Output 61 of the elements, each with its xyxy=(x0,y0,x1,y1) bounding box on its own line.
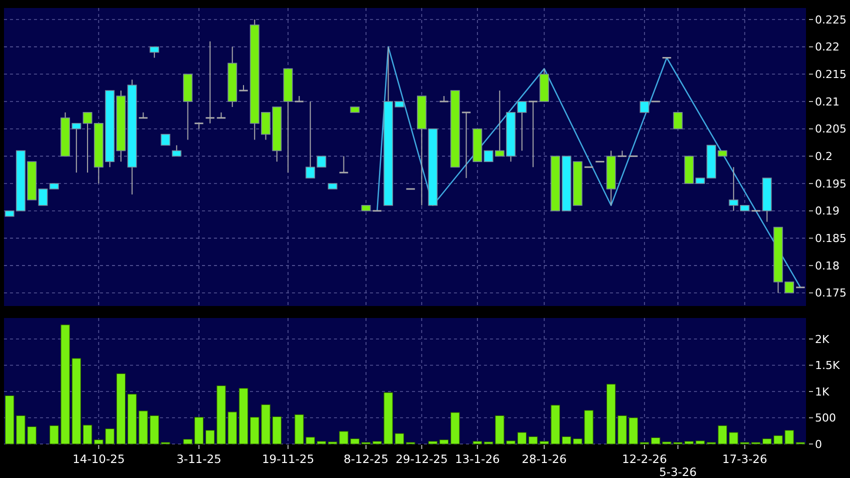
candlestick xyxy=(150,46,160,58)
y-tick-label: 1K xyxy=(815,385,830,398)
candlestick xyxy=(462,112,471,179)
bar xyxy=(472,441,482,444)
bar xyxy=(718,425,728,444)
bar xyxy=(194,416,204,444)
x-tick-label: 17-3-26 xyxy=(722,452,768,466)
y-tick-label: 0.18 xyxy=(815,259,840,272)
candlestick xyxy=(440,96,448,102)
bar xyxy=(238,388,248,444)
bar xyxy=(394,433,404,444)
bar xyxy=(450,412,460,444)
bar xyxy=(205,430,215,444)
y-tick-label: 2K xyxy=(815,332,830,346)
candlestick xyxy=(618,150,627,157)
x-tick-label: 3-11-25 xyxy=(176,452,222,466)
line-series xyxy=(376,46,802,288)
bar xyxy=(606,384,616,444)
bar xyxy=(183,438,192,444)
candlestick xyxy=(528,100,538,168)
bar xyxy=(4,395,14,444)
y-tick-label: 0.215 xyxy=(815,68,846,82)
y-tick-label: 0.185 xyxy=(815,232,846,246)
x-tick-label: 5-3-26 xyxy=(659,465,697,478)
bar xyxy=(684,441,694,444)
candlestick xyxy=(239,84,248,92)
candlestick xyxy=(172,144,182,157)
x-tick-label: 29-12-25 xyxy=(396,452,448,466)
y-tick-label: 0.195 xyxy=(815,177,846,190)
x-tick-label: 28-1-26 xyxy=(522,452,567,466)
candlestick xyxy=(194,122,204,130)
y-tick-label: 500 xyxy=(815,412,836,425)
y-tick-label: 0.175 xyxy=(815,286,846,300)
x-tick-label: 8-12-25 xyxy=(344,452,388,466)
x-tick-label: 13-1-26 xyxy=(454,452,500,466)
x-tick-label: 14-10-25 xyxy=(72,452,125,466)
x-tick-label: 12-2-26 xyxy=(622,452,667,466)
y-tick-label: 0.19 xyxy=(815,204,840,218)
y-tick-label: 0 xyxy=(815,438,822,451)
y-tick-label: 1.5K xyxy=(815,359,840,372)
bar xyxy=(517,432,527,444)
y-tick-label: 0.205 xyxy=(815,122,846,136)
candlestick xyxy=(294,96,304,102)
bar xyxy=(116,373,126,444)
y-tick-label: 0.2 xyxy=(815,150,832,164)
y-tick-label: 0.21 xyxy=(815,95,840,108)
bar xyxy=(562,436,572,444)
x-tick-label: 19-11-25 xyxy=(262,452,314,466)
candlestick xyxy=(160,134,170,146)
bar xyxy=(316,441,326,444)
bar xyxy=(82,424,92,444)
bar xyxy=(762,438,772,444)
bar xyxy=(439,440,449,444)
bar xyxy=(484,442,494,444)
candlestick xyxy=(640,101,650,113)
y-tick-label: 0.225 xyxy=(815,13,846,26)
y-tick-label: 0.22 xyxy=(815,40,840,54)
bar xyxy=(428,441,438,444)
candlestick xyxy=(206,40,214,124)
candlestick xyxy=(339,156,348,174)
candlestick xyxy=(673,112,683,130)
